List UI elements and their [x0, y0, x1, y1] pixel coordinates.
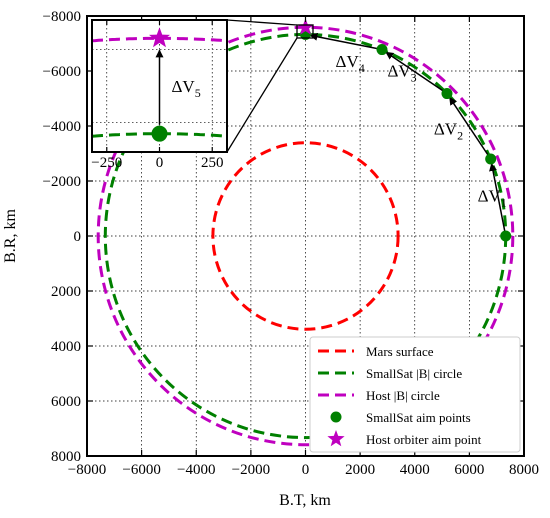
x-tick-label: 2000 [345, 462, 375, 478]
delta-v-label: ΔV1 [478, 187, 507, 210]
y-tick-label: 0 [74, 229, 82, 245]
inset-zoom-box [296, 24, 314, 39]
legend-label: Host orbiter aim point [366, 432, 482, 447]
y-tick-label: 4000 [51, 339, 81, 355]
y-tick-label: 2000 [51, 284, 81, 300]
inset-x-tick-label: 0 [156, 155, 164, 171]
mars-surface-curve [211, 141, 400, 331]
delta-v-arrow [385, 51, 448, 95]
inset-smallsat-aim-point [151, 125, 168, 142]
y-tick-label: −8000 [43, 9, 81, 25]
smallsat-aim-point [485, 153, 497, 165]
x-tick-label: −6000 [122, 462, 160, 478]
legend-label: Mars surface [366, 344, 434, 359]
delta-v-arrow [309, 32, 383, 51]
x-tick-label: 6000 [454, 462, 484, 478]
y-tick-label: −2000 [43, 174, 81, 190]
y-tick-label: 8000 [51, 449, 81, 465]
delta-v-label: ΔV4 [336, 52, 365, 75]
inset-x-tick-label: −250 [91, 155, 122, 171]
inset-delta-v-label: ΔV5 [172, 77, 201, 100]
y-tick-label: 6000 [51, 394, 81, 410]
inset-host-b-circle [92, 36, 227, 43]
legend-swatch [330, 411, 342, 423]
inset-smallsat-b-circle [92, 132, 227, 138]
smallsat-aim-point [500, 230, 512, 242]
inset-x-tick-label: 250 [201, 155, 224, 171]
inset-zoom: ΔV5 −250 0 250 [91, 19, 314, 171]
delta-v-label: ΔV3 [387, 62, 416, 85]
legend-label: Host |B| circle [366, 388, 440, 403]
y-tick-label: −6000 [43, 64, 81, 80]
x-tick-label: 0 [302, 462, 310, 478]
x-axis-label: B.T, km [279, 492, 331, 509]
y-axis-label: B.R, km [2, 209, 19, 263]
y-tick-label: −4000 [43, 119, 81, 135]
host-aim-point [296, 18, 315, 35]
inset-host-aim-point [149, 27, 170, 48]
inset-connector-line [226, 19, 298, 26]
x-tick-label: 8000 [509, 462, 539, 478]
delta-v-label: ΔV2 [434, 119, 463, 142]
x-tick-label: −4000 [177, 462, 215, 478]
legend-label: SmallSat |B| circle [366, 366, 462, 381]
x-tick-label: 4000 [400, 462, 430, 478]
smallsat-aim-point [376, 44, 388, 56]
legend: Mars surface SmallSat |B| circle Host |B| … [309, 336, 521, 453]
legend-label: SmallSat aim points [366, 410, 471, 425]
delta-v-arrow [489, 162, 507, 237]
x-tick-label: −2000 [232, 462, 270, 478]
legend-swatch [327, 430, 345, 447]
inset-connector-line [226, 37, 298, 153]
legend-box [309, 336, 521, 453]
smallsat-aim-point [441, 88, 453, 100]
delta-v-arrow [449, 96, 492, 160]
x-tick-label: −8000 [68, 462, 106, 478]
